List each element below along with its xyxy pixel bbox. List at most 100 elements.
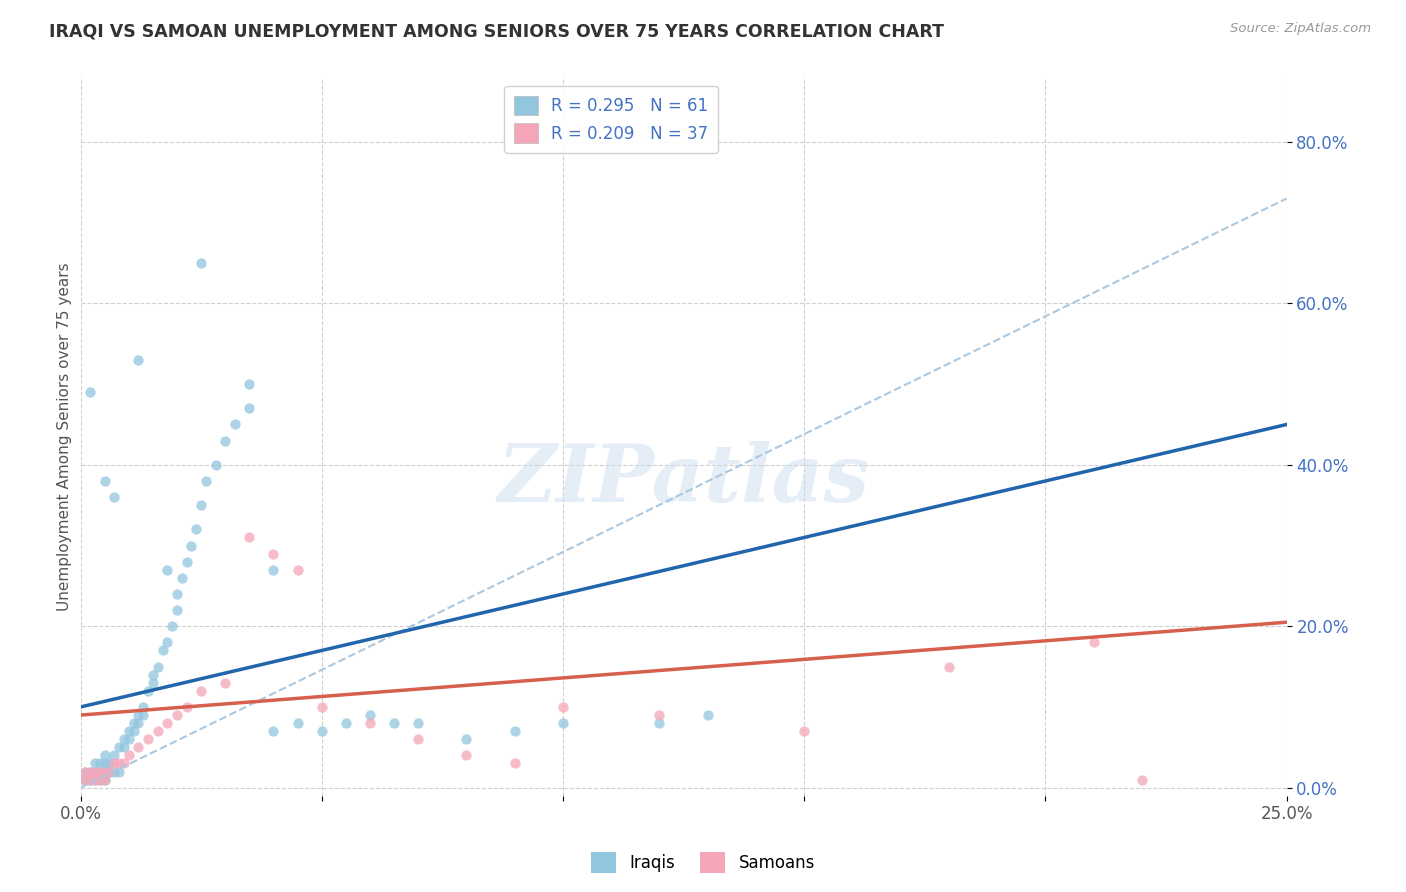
- Point: [160, 619, 183, 633]
- Point: [122, 716, 145, 731]
- Point: [89, 772, 111, 787]
- Point: [359, 716, 381, 731]
- Point: [696, 708, 718, 723]
- Point: [311, 724, 333, 739]
- Point: [156, 635, 179, 649]
- Point: [176, 555, 198, 569]
- Point: [156, 563, 179, 577]
- Point: [224, 417, 246, 432]
- Point: [136, 683, 159, 698]
- Point: [166, 603, 188, 617]
- Point: [103, 490, 125, 504]
- Text: Source: ZipAtlas.com: Source: ZipAtlas.com: [1230, 22, 1371, 36]
- Point: [103, 764, 125, 779]
- Point: [214, 675, 236, 690]
- Point: [156, 716, 179, 731]
- Point: [263, 547, 285, 561]
- Point: [238, 377, 260, 392]
- Point: [75, 772, 97, 787]
- Point: [112, 740, 135, 755]
- Point: [166, 587, 188, 601]
- Point: [108, 740, 131, 755]
- Point: [122, 724, 145, 739]
- Point: [75, 764, 97, 779]
- Point: [170, 571, 193, 585]
- Point: [118, 748, 141, 763]
- Point: [142, 667, 165, 681]
- Point: [146, 659, 169, 673]
- Point: [456, 748, 478, 763]
- Point: [287, 563, 309, 577]
- Y-axis label: Unemployment Among Seniors over 75 years: Unemployment Among Seniors over 75 years: [58, 262, 72, 611]
- Point: [112, 732, 135, 747]
- Point: [238, 401, 260, 416]
- Point: [93, 772, 115, 787]
- Point: [98, 764, 121, 779]
- Point: [263, 724, 285, 739]
- Point: [103, 756, 125, 771]
- Point: [190, 683, 212, 698]
- Point: [1130, 772, 1153, 787]
- Point: [79, 764, 101, 779]
- Point: [84, 772, 107, 787]
- Point: [79, 772, 101, 787]
- Point: [79, 385, 101, 400]
- Point: [204, 458, 226, 472]
- Text: ZIPatlas: ZIPatlas: [498, 441, 870, 518]
- Point: [132, 700, 155, 714]
- Point: [84, 756, 107, 771]
- Point: [142, 675, 165, 690]
- Point: [359, 708, 381, 723]
- Point: [118, 732, 141, 747]
- Point: [84, 764, 107, 779]
- Point: [98, 764, 121, 779]
- Point: [79, 772, 101, 787]
- Point: [93, 756, 115, 771]
- Point: [938, 659, 960, 673]
- Point: [93, 474, 115, 488]
- Point: [186, 523, 208, 537]
- Point: [152, 643, 174, 657]
- Point: [190, 256, 212, 270]
- Point: [93, 764, 115, 779]
- Point: [127, 740, 149, 755]
- Point: [176, 700, 198, 714]
- Point: [166, 708, 188, 723]
- Point: [84, 772, 107, 787]
- Point: [335, 716, 357, 731]
- Point: [648, 708, 671, 723]
- Point: [648, 716, 671, 731]
- Point: [214, 434, 236, 448]
- Point: [311, 700, 333, 714]
- Point: [503, 724, 526, 739]
- Point: [89, 764, 111, 779]
- Point: [1083, 635, 1105, 649]
- Point: [406, 732, 429, 747]
- Point: [190, 498, 212, 512]
- Point: [118, 724, 141, 739]
- Point: [79, 764, 101, 779]
- Point: [75, 772, 97, 787]
- Point: [551, 716, 574, 731]
- Point: [503, 756, 526, 771]
- Point: [93, 772, 115, 787]
- Point: [180, 539, 202, 553]
- Point: [132, 708, 155, 723]
- Point: [103, 748, 125, 763]
- Point: [456, 732, 478, 747]
- Point: [89, 756, 111, 771]
- Point: [263, 563, 285, 577]
- Point: [108, 756, 131, 771]
- Point: [89, 764, 111, 779]
- Point: [84, 764, 107, 779]
- Point: [75, 764, 97, 779]
- Point: [136, 732, 159, 747]
- Point: [127, 708, 149, 723]
- Point: [108, 764, 131, 779]
- Point: [93, 748, 115, 763]
- Point: [89, 772, 111, 787]
- Point: [238, 531, 260, 545]
- Text: IRAQI VS SAMOAN UNEMPLOYMENT AMONG SENIORS OVER 75 YEARS CORRELATION CHART: IRAQI VS SAMOAN UNEMPLOYMENT AMONG SENIO…: [49, 22, 945, 40]
- Legend: Iraqis, Samoans: Iraqis, Samoans: [585, 846, 821, 880]
- Legend: R = 0.295   N = 61, R = 0.209   N = 37: R = 0.295 N = 61, R = 0.209 N = 37: [505, 86, 718, 153]
